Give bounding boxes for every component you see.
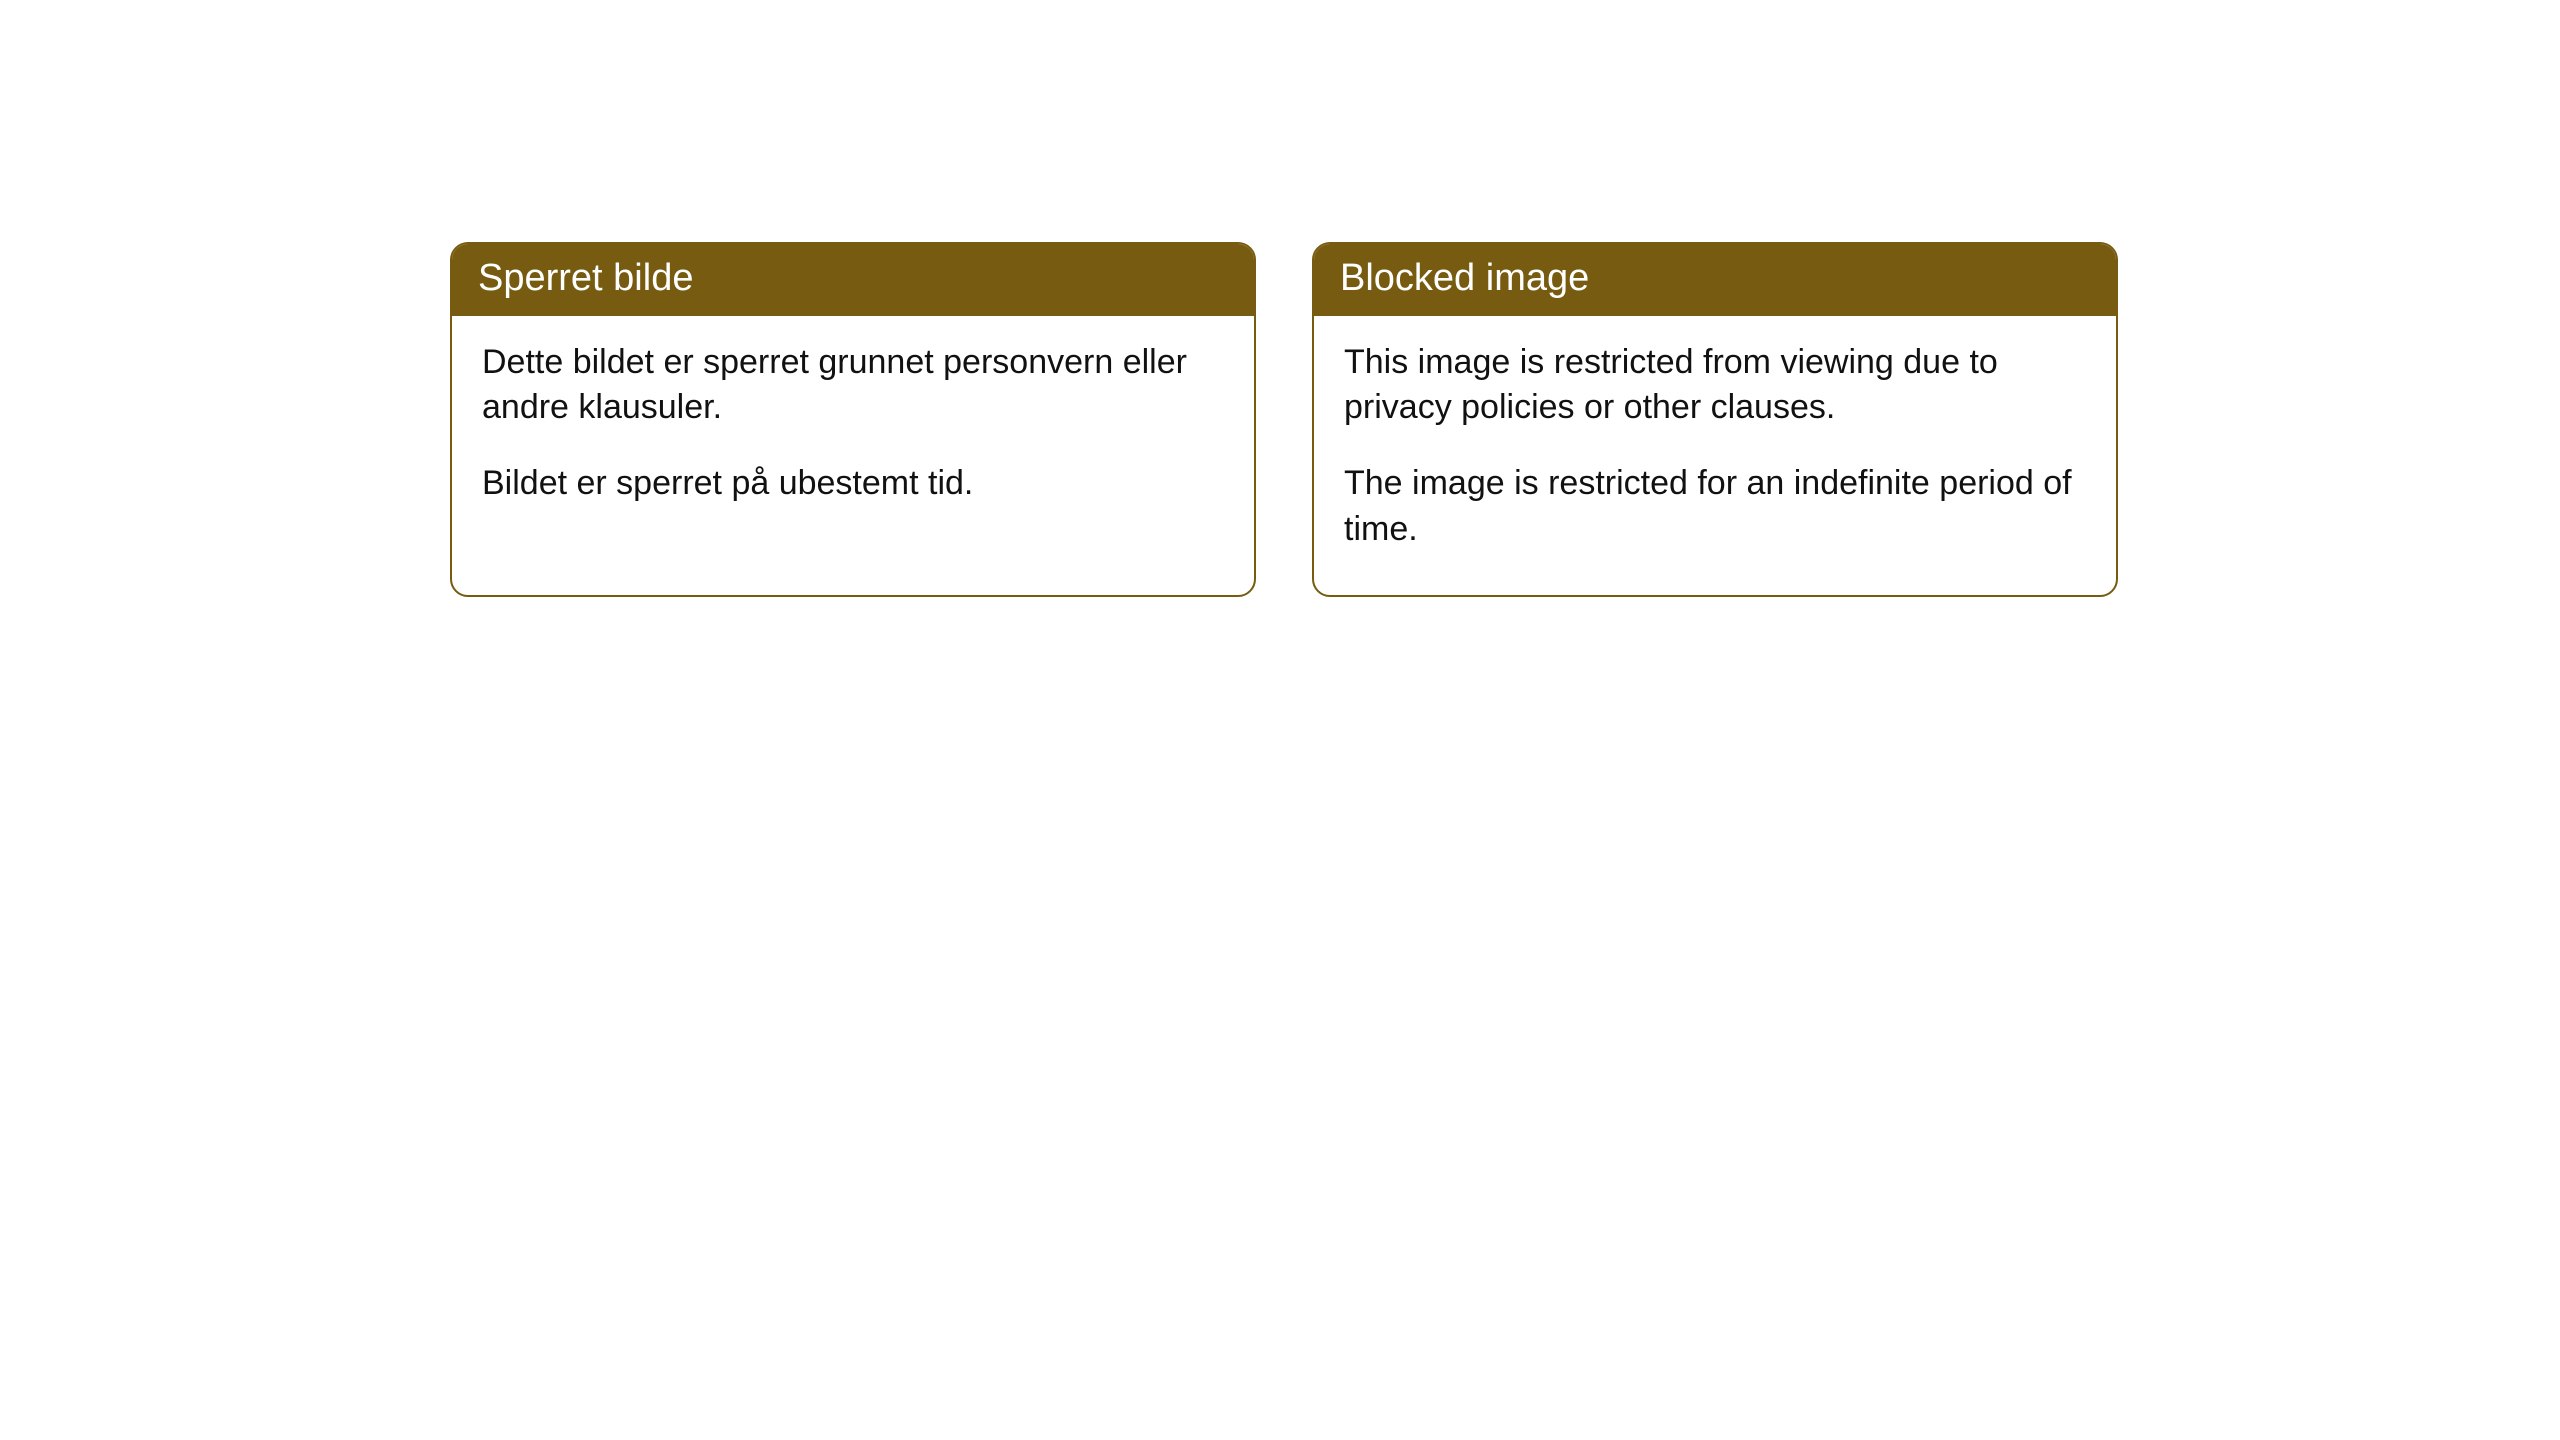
notice-card-norwegian: Sperret bilde Dette bildet er sperret gr… [450,242,1256,597]
card-body: This image is restricted from viewing du… [1314,316,2116,596]
card-body: Dette bildet er sperret grunnet personve… [452,316,1254,550]
card-header: Sperret bilde [452,244,1254,316]
card-paragraph: The image is restricted for an indefinit… [1344,461,2086,553]
notice-card-english: Blocked image This image is restricted f… [1312,242,2118,597]
card-paragraph: This image is restricted from viewing du… [1344,340,2086,432]
card-paragraph: Bildet er sperret på ubestemt tid. [482,461,1224,507]
card-paragraph: Dette bildet er sperret grunnet personve… [482,340,1224,432]
card-header: Blocked image [1314,244,2116,316]
notice-cards-container: Sperret bilde Dette bildet er sperret gr… [0,0,2560,597]
